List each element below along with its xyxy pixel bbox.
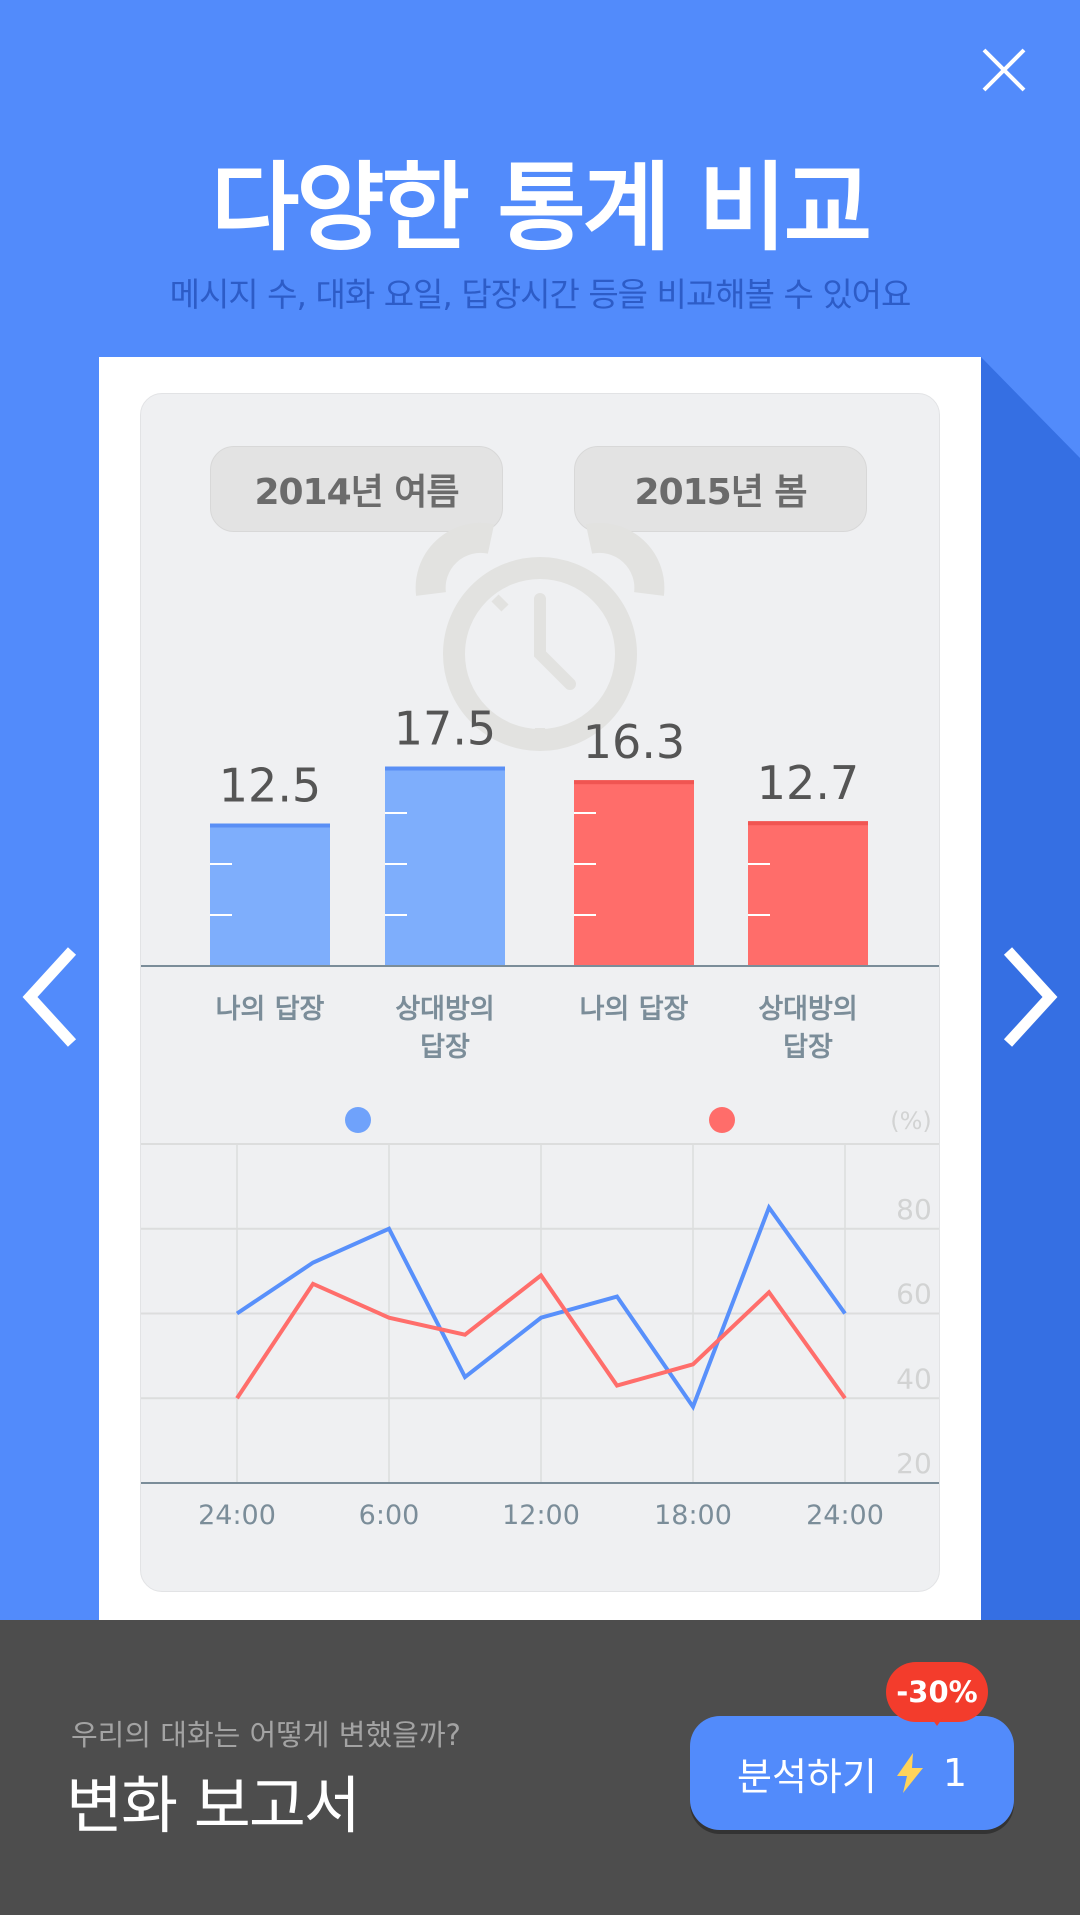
bar [210, 823, 330, 966]
previous-arrow-icon[interactable] [20, 945, 80, 1049]
period-label-2015-spring: 2015년 봄 [574, 446, 867, 532]
bar-category-label: 답장 [420, 1032, 470, 1063]
bar-category-label: 상대방의 [395, 994, 494, 1025]
y-tick-label: 80 [896, 1193, 932, 1226]
bar [748, 821, 868, 966]
x-tick-label: 24:00 [198, 1500, 276, 1531]
red-series-line [235, 1272, 847, 1400]
bar-top [748, 821, 868, 826]
bar-category-label: 답장 [783, 1032, 833, 1063]
footer-question: 우리의 대화는 어떻게 변했을까? [71, 1718, 461, 1752]
bar-category-label: 나의 답장 [580, 994, 689, 1025]
bar-value-label: 12.7 [757, 756, 859, 810]
legend-dot [345, 1107, 371, 1133]
discount-badge: -30% [886, 1662, 988, 1726]
bar-top [574, 780, 694, 785]
panel-shadow [981, 357, 1080, 1620]
close-icon[interactable] [980, 46, 1028, 94]
bar-value-label: 17.5 [394, 702, 496, 756]
y-tick-label: 60 [896, 1278, 932, 1311]
blue-series-line [235, 1203, 847, 1411]
x-tick-label: 12:00 [502, 1500, 580, 1531]
bar-category-label: 상대방의 [758, 994, 857, 1025]
bar-top [385, 766, 505, 771]
y-tick-label: 20 [896, 1447, 932, 1480]
bar-value-label: 12.5 [219, 759, 321, 813]
analyze-label: 분석하기 [736, 1754, 877, 1799]
cost-value: 1 [942, 1751, 968, 1795]
bar-category-label: 나의 답장 [216, 994, 325, 1025]
bar-value-label: 16.3 [583, 715, 685, 769]
x-tick-label: 6:00 [359, 1500, 420, 1531]
x-tick-label: 24:00 [806, 1500, 884, 1531]
bar-top [210, 823, 330, 828]
period-label-2014-summer: 2014년 여름 [210, 446, 503, 532]
report-title: 변화 보고서 [66, 1769, 361, 1842]
bar [385, 766, 505, 966]
legend-dot [709, 1107, 735, 1133]
footer-bar: 우리의 대화는 어떻게 변했을까? 변화 보고서 분석하기 1 -30% [0, 1620, 1080, 1915]
page-title: 다양한 통계 비교 [210, 152, 872, 264]
x-tick-label: 18:00 [654, 1500, 732, 1531]
y-unit-label: (%) [890, 1107, 932, 1135]
y-tick-label: 40 [896, 1362, 932, 1395]
bar [574, 780, 694, 966]
alarm-clock-icon [415, 522, 665, 751]
page-subtitle: 메시지 수, 대화 요일, 답장시간 등을 비교해볼 수 있어요 [169, 275, 912, 314]
next-arrow-icon[interactable] [1000, 945, 1060, 1049]
lightning-icon [896, 1753, 923, 1793]
analyze-button[interactable]: 분석하기 1 [690, 1716, 1014, 1830]
